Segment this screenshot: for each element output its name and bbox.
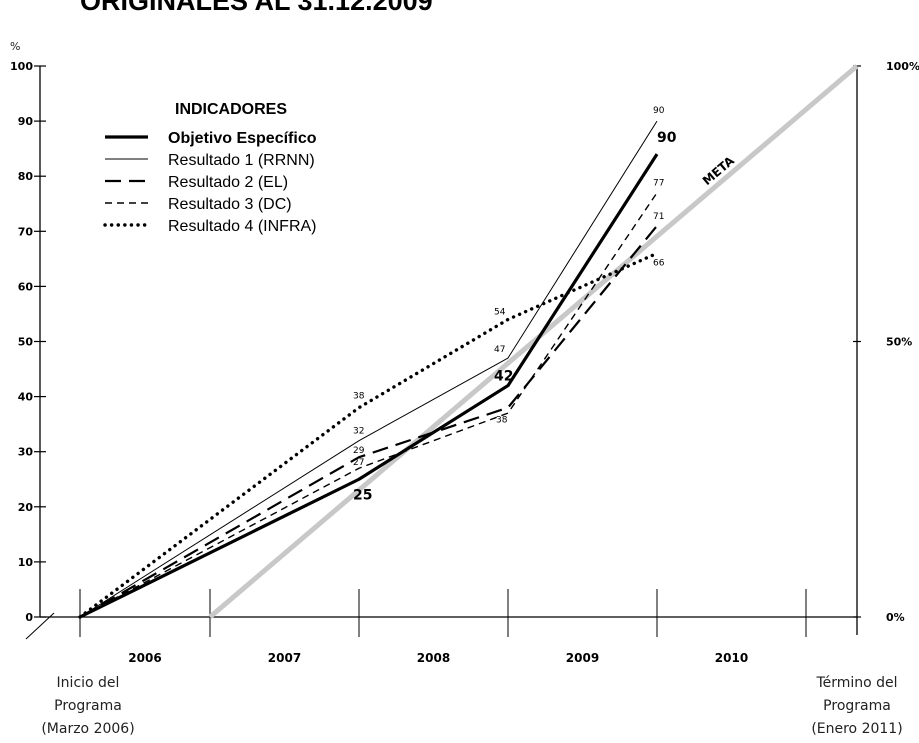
legend-label-r2: Resultado 2 (EL) <box>168 174 288 191</box>
series-line-obj <box>79 153 659 619</box>
data-label-r2: 38 <box>496 416 508 426</box>
y-tick-label: 0 <box>25 611 33 624</box>
data-label-obj: 42 <box>494 369 513 385</box>
axis-break-mark <box>25 612 55 640</box>
data-label-r2: 29 <box>353 446 365 456</box>
y-tick-label: 100 <box>10 60 33 73</box>
right-tick-label: 50% <box>886 336 912 349</box>
data-labels-group: 25 42 90 32 47 90 29 38 71 27 77 38 54 66 <box>353 106 677 503</box>
axes: % 0 10 20 30 40 50 60 70 80 90 100 0% 50% 100% 2006 2007… <box>10 40 919 665</box>
y-tick-label: 70 <box>18 225 34 238</box>
program-start-label: Inicio del Programa (Marzo 2006) <box>28 672 148 741</box>
y-tick-label: 90 <box>18 115 34 128</box>
program-end-line-1: Término del <box>816 675 898 691</box>
y-tick-label: 20 <box>18 501 34 514</box>
legend-label-r1: Resultado 1 (RRNN) <box>168 152 315 169</box>
y-tick-label: 60 <box>18 280 34 293</box>
data-label-r4: 38 <box>353 392 365 402</box>
data-label-r3: 27 <box>353 458 364 468</box>
x-category-label: 2006 <box>128 651 161 665</box>
x-category-label: 2007 <box>268 651 301 665</box>
right-tick-label: 0% <box>886 611 905 624</box>
legend: INDICADORES Objetivo Específico Resultado … <box>103 101 317 235</box>
data-label-r1: 32 <box>353 427 364 437</box>
meta-line <box>208 64 859 619</box>
program-end-label: Término del Programa (Enero 2011) <box>795 672 919 741</box>
series-line-r2 <box>79 225 658 618</box>
meta-line-group: META <box>208 64 859 619</box>
series-line-r3 <box>79 192 658 618</box>
y-unit-label: % <box>10 40 20 53</box>
program-start-line-3: (Marzo 2006) <box>41 721 135 737</box>
right-tick-label: 100% <box>886 60 919 73</box>
y-tick-label: 10 <box>18 556 34 569</box>
x-category-label: 2008 <box>417 651 450 665</box>
data-label-r1: 90 <box>653 106 665 116</box>
y-tick-label: 80 <box>18 170 34 183</box>
program-end-line-3: (Enero 2011) <box>811 721 903 737</box>
data-label-r3: 77 <box>653 179 664 189</box>
series-line-r4 <box>78 251 659 619</box>
legend-title: INDICADORES <box>175 101 287 118</box>
y-tick-label: 50 <box>18 336 34 349</box>
y-tick-label: 40 <box>18 391 34 404</box>
data-label-r4: 54 <box>494 307 506 317</box>
x-category-label: 2010 <box>715 651 748 665</box>
legend-label-r3: Resultado 3 (DC) <box>168 196 292 213</box>
y-tick-label: 30 <box>18 446 34 459</box>
x-category-label: 2009 <box>566 651 599 665</box>
series-group <box>78 120 659 619</box>
data-label-r4: 66 <box>653 258 665 268</box>
data-label-obj: 25 <box>353 487 372 503</box>
chart-title: ORIGINALES AL 31.12.2009 <box>80 0 433 16</box>
data-label-obj: 90 <box>657 130 677 146</box>
data-label-r2: 71 <box>653 212 664 222</box>
program-end-line-2: Programa <box>823 698 891 714</box>
legend-label-obj: Objetivo Específico <box>168 130 317 147</box>
legend-label-r4: Resultado 4 (INFRA) <box>168 218 317 235</box>
program-start-line-1: Inicio del <box>56 675 120 691</box>
program-start-line-2: Programa <box>54 698 122 714</box>
data-label-r1: 47 <box>494 345 505 355</box>
series-line-r1 <box>79 120 658 618</box>
